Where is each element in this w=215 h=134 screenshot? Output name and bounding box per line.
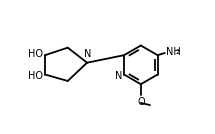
- Text: HO: HO: [28, 71, 43, 81]
- Text: 2: 2: [175, 49, 180, 55]
- Text: O: O: [137, 97, 145, 107]
- Text: N: N: [84, 49, 92, 59]
- Text: NH: NH: [166, 47, 181, 57]
- Text: N: N: [115, 71, 122, 81]
- Text: HO: HO: [28, 49, 43, 59]
